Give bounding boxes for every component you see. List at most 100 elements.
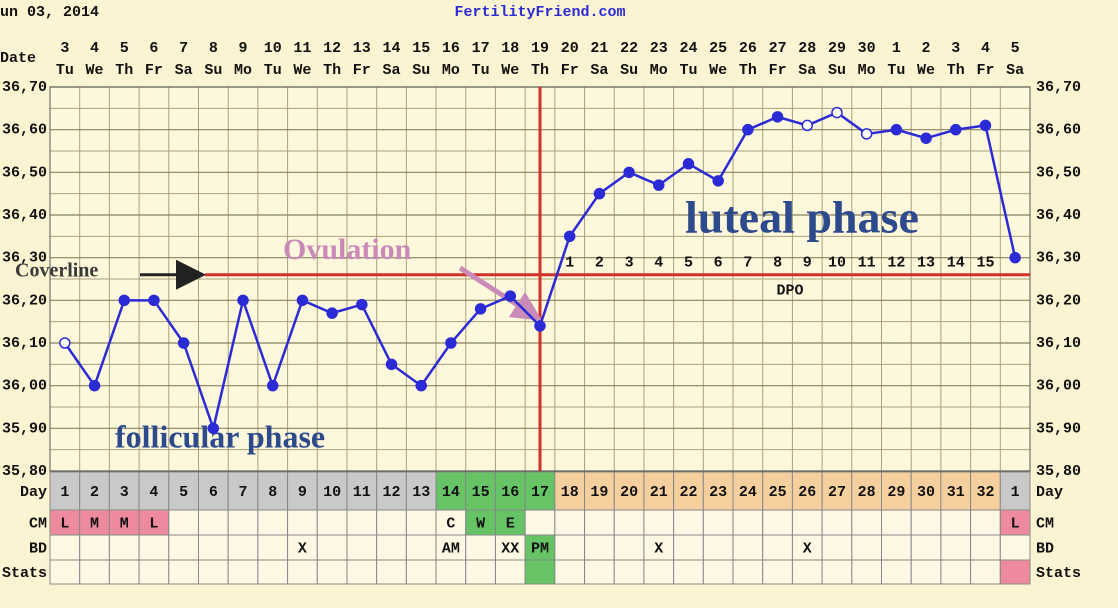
dpo-label: 10 bbox=[828, 255, 846, 272]
temperature-point bbox=[831, 106, 843, 119]
row-cell-text: L bbox=[60, 515, 69, 532]
weekday-label: Tu bbox=[472, 62, 490, 79]
row-cell-text: 13 bbox=[412, 484, 430, 501]
row-cell bbox=[435, 559, 467, 585]
row-cell bbox=[346, 559, 378, 585]
row-cell bbox=[762, 509, 793, 536]
row-cell bbox=[702, 559, 734, 585]
row-cell-text: 21 bbox=[650, 484, 668, 501]
row-cell bbox=[316, 559, 348, 585]
row-cell bbox=[673, 559, 704, 585]
row-cell bbox=[79, 471, 110, 511]
row-cell bbox=[554, 559, 586, 585]
row-cell-text: 32 bbox=[976, 484, 994, 501]
temperature-point bbox=[950, 123, 962, 136]
date-label: 5 bbox=[1011, 40, 1020, 57]
row-cell bbox=[881, 471, 912, 511]
weekday-label: Su bbox=[828, 62, 846, 79]
date-label: 20 bbox=[561, 40, 579, 57]
row-cell bbox=[970, 559, 1001, 585]
row-cell-text: AM bbox=[442, 540, 460, 557]
dpo-label: 2 bbox=[595, 255, 604, 272]
row-cell bbox=[316, 509, 348, 536]
date-label: 4 bbox=[90, 40, 99, 57]
row-cell bbox=[584, 534, 615, 561]
weekday-label: Th bbox=[323, 62, 341, 79]
row-cell-text: 28 bbox=[858, 484, 876, 501]
dpo-label: 1 bbox=[565, 255, 574, 272]
row-cell bbox=[494, 559, 526, 585]
temperature-point bbox=[474, 303, 487, 315]
row-cell-text: X bbox=[654, 540, 663, 557]
row-cell bbox=[168, 559, 199, 585]
row-cell-text: M bbox=[90, 515, 99, 532]
weekday-label: Fr bbox=[145, 62, 163, 79]
row-cell-text: 30 bbox=[917, 484, 935, 501]
date-label: 19 bbox=[531, 40, 549, 57]
row-cell bbox=[376, 559, 407, 585]
row-cell-text: W bbox=[476, 515, 485, 532]
date-label: 16 bbox=[442, 40, 460, 57]
temperature-point bbox=[593, 187, 606, 200]
row-cell-text: 1 bbox=[1011, 484, 1020, 501]
row-label-right: BD bbox=[1036, 540, 1054, 557]
row-cell bbox=[138, 509, 170, 536]
row-cell bbox=[584, 509, 615, 536]
weekday-label: Sa bbox=[1006, 62, 1024, 79]
weekday-label: Fr bbox=[353, 62, 371, 79]
date-label: 24 bbox=[679, 40, 697, 57]
y-tick-label-right: 36,50 bbox=[1036, 164, 1081, 181]
row-cell bbox=[465, 509, 496, 536]
y-tick-label-right: 36,30 bbox=[1036, 250, 1081, 267]
y-tick-label-right: 36,70 bbox=[1036, 79, 1081, 96]
row-cell bbox=[851, 509, 883, 536]
temperature-point bbox=[118, 294, 130, 307]
coverline-label: Coverline bbox=[15, 259, 98, 281]
dpo-title: DPO bbox=[776, 283, 803, 300]
weekday-label: Th bbox=[739, 62, 757, 79]
y-tick-label-right: 36,40 bbox=[1036, 207, 1081, 224]
row-cell bbox=[465, 534, 496, 561]
date-label: 22 bbox=[620, 40, 638, 57]
y-tick-label: 36,30 bbox=[2, 250, 47, 267]
temperature-point bbox=[771, 111, 784, 123]
y-tick-label: 36,60 bbox=[2, 122, 47, 139]
row-cell bbox=[881, 509, 912, 536]
weekday-label: We bbox=[293, 62, 311, 79]
row-cell-text: 14 bbox=[442, 484, 460, 501]
row-cell bbox=[346, 509, 378, 536]
row-cell bbox=[554, 509, 586, 536]
row-label-right: Stats bbox=[1036, 565, 1081, 582]
row-cell bbox=[673, 534, 704, 561]
temperature-point bbox=[890, 123, 903, 136]
temperature-point bbox=[415, 379, 427, 392]
row-label: CM bbox=[29, 515, 47, 532]
weekday-label: We bbox=[917, 62, 935, 79]
row-cell-text: 6 bbox=[209, 484, 218, 501]
row-cell-text: 7 bbox=[239, 484, 248, 501]
date-label: Date bbox=[0, 50, 36, 67]
row-cell bbox=[524, 534, 556, 561]
date-label: 10 bbox=[264, 40, 282, 57]
row-cell-text: 8 bbox=[268, 484, 277, 501]
row-cell bbox=[762, 471, 793, 511]
date-label: 14 bbox=[383, 40, 401, 57]
dpo-label: 3 bbox=[625, 255, 634, 272]
row-cell bbox=[435, 471, 467, 511]
row-cell bbox=[316, 534, 348, 561]
temperature-point bbox=[177, 337, 190, 349]
row-cell bbox=[643, 534, 675, 561]
y-tick-label-right: 36,20 bbox=[1036, 292, 1081, 309]
y-tick-label: 36,70 bbox=[2, 79, 47, 96]
row-cell-text: 25 bbox=[769, 484, 787, 501]
y-tick-label-right: 35,80 bbox=[1036, 463, 1081, 480]
date-label: 30 bbox=[858, 40, 876, 57]
row-cell bbox=[584, 559, 615, 585]
row-cell bbox=[999, 534, 1031, 561]
temperature-point bbox=[385, 358, 398, 371]
row-cell-text: 4 bbox=[149, 484, 158, 501]
row-cell bbox=[79, 559, 110, 585]
row-cell-text: E bbox=[506, 515, 515, 532]
weekday-label: Tu bbox=[56, 62, 74, 79]
